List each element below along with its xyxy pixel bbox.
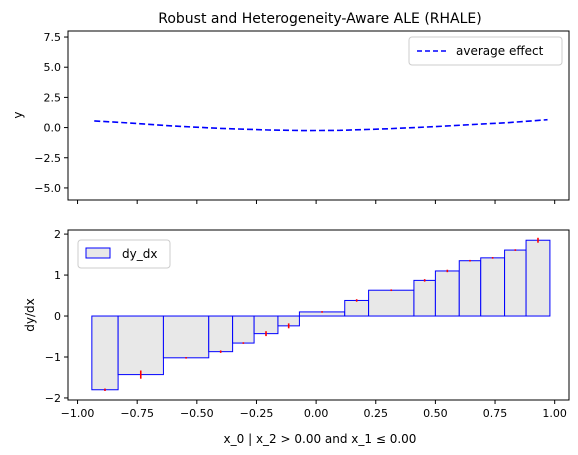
top-x-ticks (77, 200, 556, 204)
bottom-y-tick-label: 1 (54, 269, 61, 282)
dy-dx-bar (117, 315, 164, 376)
bottom-bars (91, 239, 551, 391)
top-y-ticks: −5.0 −2.5 0.0 2.5 5.0 7.5 (34, 31, 68, 195)
dy-dx-bar (208, 315, 234, 353)
dy-dx-bar (458, 260, 482, 317)
chart-title: Robust and Heterogeneity-Aware ALE (RHAL… (158, 11, 481, 27)
top-axes-frame (67, 30, 570, 201)
bottom-x-tick-label: −0.75 (120, 407, 154, 420)
dy-dx-bar (368, 289, 415, 317)
bottom-y-tick-label: −1 (45, 351, 61, 364)
bottom-x-tick-label: 1.00 (542, 407, 567, 420)
top-series (94, 118, 548, 132)
bottom-error-bars (104, 237, 539, 391)
bottom-axes-frame (67, 229, 570, 401)
bottom-y-axis-label: dy/dx (23, 298, 37, 331)
top-y-tick-label: 0.0 (44, 122, 62, 135)
bottom-x-tick-label: −1.00 (61, 407, 95, 420)
dy-dx-bar (525, 239, 551, 317)
bottom-x-tick-label: −0.50 (180, 407, 214, 420)
bottom-x-ticks: −1.00 −0.75 −0.50 −0.25 0.00 0.25 0.50 0.75 1.00 (61, 400, 567, 420)
top-y-tick-label: 7.5 (44, 31, 62, 44)
legend-label-average-effect: average effect (456, 44, 544, 58)
dy-dx-bar (162, 315, 210, 359)
bottom-x-tick-label: 0.25 (364, 407, 389, 420)
top-y-tick-label: 2.5 (44, 91, 62, 104)
top-y-tick-label: −2.5 (34, 152, 61, 165)
dy-dx-bar (253, 315, 279, 335)
bottom-x-axis-label: x_0 | x_2 > 0.00 and x_1 ≤ 0.00 (224, 432, 417, 446)
top-y-tick-label: 5.0 (44, 61, 62, 74)
dy-dx-bar (504, 249, 527, 317)
dy-dx-bar (480, 257, 506, 317)
bottom-y-tick-label: 2 (54, 228, 61, 241)
dy-dx-bar (413, 279, 436, 317)
dy-dx-bar (434, 270, 460, 317)
legend-label-dy-dx: dy_dx (122, 247, 157, 261)
bottom-legend: dy_dx (77, 239, 171, 269)
dy-dx-bar (344, 299, 370, 317)
bottom-y-tick-label: 0 (54, 310, 61, 323)
bottom-x-tick-label: 0.50 (423, 407, 448, 420)
legend-bar-swatch (85, 247, 111, 259)
dy-dx-bar (91, 315, 119, 391)
average-effect-line (94, 118, 548, 132)
bottom-x-tick-label: −0.25 (240, 407, 274, 420)
dy-dx-bar (232, 315, 255, 344)
top-y-axis-label: y (11, 111, 25, 118)
top-legend: average effect (408, 36, 563, 66)
bottom-x-tick-label: 0.00 (304, 407, 329, 420)
bottom-y-tick-label: −2 (45, 392, 61, 405)
top-y-tick-label: −5.0 (34, 182, 61, 195)
bottom-y-ticks: −2 −1 0 1 2 (45, 228, 68, 405)
bottom-x-tick-label: 0.75 (483, 407, 508, 420)
